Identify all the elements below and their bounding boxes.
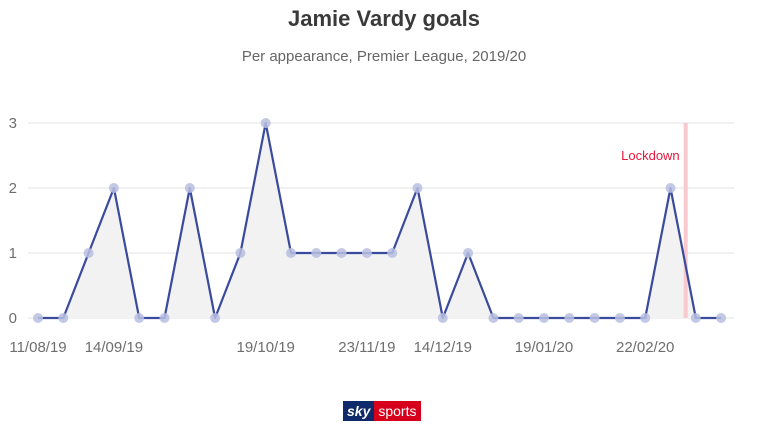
data-point-11 (311, 248, 322, 258)
data-point-17 (463, 248, 474, 258)
data-point-24 (640, 313, 651, 323)
chart-title: Jamie Vardy goals (288, 6, 480, 31)
data-point-9 (260, 118, 271, 128)
x-tick-label-5: 19/01/20 (515, 339, 573, 356)
data-point-16 (437, 313, 448, 323)
data-point-1 (58, 313, 69, 323)
data-point-18 (488, 313, 499, 323)
data-point-27 (716, 313, 727, 323)
data-point-2 (83, 248, 94, 258)
x-tick-label-2: 19/10/19 (237, 339, 295, 356)
sky-sports-logo: sky sports (343, 401, 422, 421)
data-point-4 (134, 313, 145, 323)
x-tick-label-0: 11/08/19 (9, 339, 66, 356)
data-point-0 (33, 313, 43, 323)
x-tick-label-1: 14/09/19 (85, 339, 143, 356)
data-point-23 (614, 313, 625, 323)
data-point-19 (513, 313, 524, 323)
lockdown-band (683, 123, 688, 318)
lockdown-label: Lockdown (621, 148, 680, 163)
y-tick-label-2: 2 (9, 180, 17, 197)
data-point-10 (286, 248, 296, 258)
logo-sports-text: sports (374, 401, 422, 421)
data-point-20 (539, 313, 549, 323)
data-point-21 (564, 313, 575, 323)
data-point-7 (210, 313, 221, 323)
area-fill (38, 123, 722, 318)
data-point-25 (665, 183, 676, 193)
data-point-26 (690, 313, 701, 323)
y-tick-label-1: 1 (9, 245, 17, 262)
y-tick-label-3: 3 (9, 115, 17, 132)
data-point-6 (184, 183, 195, 193)
x-tick-label-4: 14/12/19 (414, 339, 472, 356)
data-point-8 (235, 248, 246, 258)
logo-sky-text: sky (343, 401, 375, 421)
data-point-5 (159, 313, 170, 323)
data-point-12 (336, 248, 347, 258)
x-tick-label-3: 23/11/19 (338, 339, 395, 356)
data-point-14 (387, 248, 398, 258)
data-point-13 (361, 248, 372, 258)
data-point-3 (108, 183, 119, 193)
chart-subtitle: Per appearance, Premier League, 2019/20 (241, 48, 527, 65)
data-point-15 (412, 183, 423, 193)
y-tick-label-0: 0 (9, 310, 17, 327)
data-point-22 (589, 313, 600, 323)
series-line (38, 121, 722, 320)
x-tick-label-6: 22/02/20 (616, 339, 674, 356)
